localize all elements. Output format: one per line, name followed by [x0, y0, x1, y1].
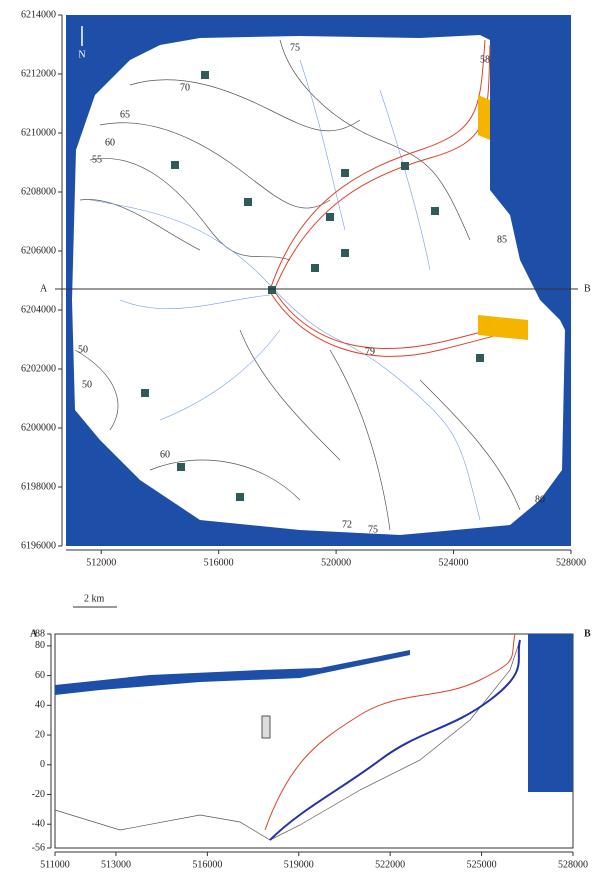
sea: [528, 634, 573, 792]
y-tick-label: -40: [32, 819, 45, 830]
x-tick-label: 528000: [556, 557, 586, 568]
contours: [74, 39, 521, 531]
y-tick-label: 6214000: [21, 9, 56, 20]
well: [311, 264, 319, 272]
x-tick-label: 522000: [375, 859, 405, 870]
y-tick-label: 6210000: [21, 127, 56, 138]
scale-bar-label: 2 km: [84, 593, 105, 604]
y-tick-label: 20: [35, 729, 45, 740]
bedrock: [54, 639, 521, 841]
contour-label: 65: [120, 109, 130, 120]
contour-label: 70: [180, 82, 190, 93]
x-tick-label: 511000: [40, 859, 70, 870]
well: [177, 463, 185, 471]
y-tick-label: -20: [32, 789, 45, 800]
y-tick-label: 6212000: [21, 68, 56, 79]
contour-label: 60: [105, 137, 115, 148]
x-tick-label: 516000: [204, 557, 234, 568]
section-frame: [54, 633, 574, 849]
contour-label: 72: [342, 519, 352, 530]
wells: [141, 71, 484, 501]
x-tick-label: 513000: [101, 859, 131, 870]
x-tick-label: 512000: [86, 557, 116, 568]
north-arrow: N: [78, 49, 85, 60]
y-tick-label: 88: [35, 628, 45, 639]
y-tick-label: 6204000: [21, 304, 56, 315]
y-tick-label: 6202000: [21, 363, 56, 374]
contour-label: 75: [368, 524, 378, 535]
y-tick-label: 6206000: [21, 245, 56, 256]
contour-label: 50: [82, 379, 92, 390]
well: [431, 207, 439, 215]
section-end-label: A: [30, 628, 38, 639]
y-tick-label: 6208000: [21, 186, 56, 197]
section-end-b: B: [584, 283, 591, 294]
well: [341, 249, 349, 257]
well: [341, 169, 349, 177]
section-end-label: B: [584, 628, 591, 639]
x-tick-label: 524000: [439, 557, 469, 568]
well: [401, 162, 409, 170]
y-tick-label: 40: [35, 700, 45, 711]
x-tick-label: 528000: [558, 859, 588, 870]
y-tick-label: 80: [35, 640, 45, 651]
section-flowlines-red: [264, 633, 516, 831]
well: [141, 389, 149, 397]
y-tick-label: 60: [35, 670, 45, 681]
well: [244, 198, 252, 206]
model-domain: [72, 35, 565, 535]
x-tick-label: 519000: [284, 859, 314, 870]
y-tick-label: 0: [40, 759, 45, 770]
well: [268, 286, 276, 294]
y-tick-label: 6196000: [21, 540, 56, 551]
flowlines: [269, 39, 529, 357]
well: [171, 161, 179, 169]
well: [476, 354, 484, 362]
well: [236, 493, 244, 501]
y-tick-label: 6198000: [21, 481, 56, 492]
section-end-a: A: [40, 283, 48, 294]
y-tick-label: 6200000: [21, 422, 56, 433]
well: [326, 213, 334, 221]
contour-label: 85: [497, 234, 507, 245]
y-tick-label: -56: [32, 842, 45, 853]
contour-label: 75: [290, 42, 300, 53]
contour-label: 80: [535, 494, 545, 505]
contour-label: 50: [78, 344, 88, 355]
section-flowlines-blue: [269, 639, 521, 841]
well-screen: [261, 715, 271, 739]
x-tick-label: 520000: [321, 557, 351, 568]
contour-label: 79: [365, 346, 375, 357]
contour-label: 60: [160, 449, 170, 460]
contour-label: 55: [92, 154, 102, 165]
x-tick-label: 525000: [467, 859, 497, 870]
rivers: [89, 59, 481, 521]
x-tick-label: 516000: [192, 859, 222, 870]
contour-label: 58: [480, 54, 490, 65]
water-table: [55, 650, 410, 695]
well: [201, 71, 209, 79]
